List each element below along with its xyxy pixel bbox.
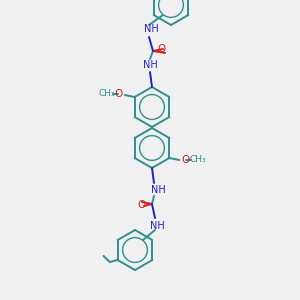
Text: O: O bbox=[115, 89, 123, 99]
Text: CH₃: CH₃ bbox=[98, 89, 115, 98]
Text: O: O bbox=[138, 200, 146, 210]
Text: O: O bbox=[157, 44, 165, 54]
Text: NH: NH bbox=[150, 221, 164, 231]
Text: NH: NH bbox=[151, 185, 165, 195]
Text: NH: NH bbox=[144, 24, 158, 34]
Text: O: O bbox=[181, 155, 189, 165]
Text: NH: NH bbox=[142, 60, 158, 70]
Text: CH₃: CH₃ bbox=[189, 155, 206, 164]
